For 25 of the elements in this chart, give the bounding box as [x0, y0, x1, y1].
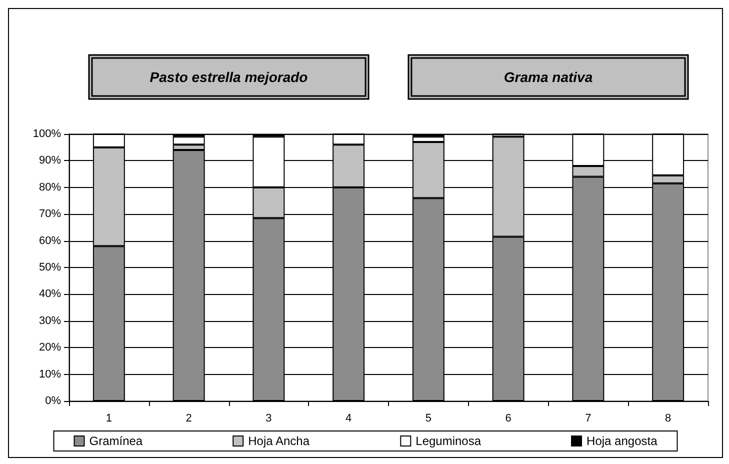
legend-label: Gramínea — [89, 434, 143, 448]
x-tick-label: 4 — [346, 412, 352, 424]
y-tick-label: 60% — [38, 234, 62, 247]
x-tick-label: 5 — [425, 412, 432, 424]
x-tick-label: 8 — [665, 412, 672, 424]
y-tick-label: 100% — [32, 128, 62, 140]
x-tick-label: 1 — [106, 412, 112, 424]
y-tick-label: 70% — [38, 208, 62, 220]
y-tick-label: 20% — [38, 342, 62, 354]
legend-label: Leguminosa — [416, 434, 482, 448]
y-tick-label: 50% — [38, 262, 62, 274]
x-tick-label: 3 — [266, 412, 272, 424]
y-tick-label: 0% — [45, 395, 62, 407]
x-tick-label: 2 — [186, 412, 192, 424]
y-tick-label: 40% — [38, 288, 62, 300]
x-tick-label: 7 — [585, 412, 592, 424]
x-tick-label: 6 — [505, 412, 512, 424]
legend-label: Hoja Ancha — [248, 434, 310, 448]
legend-label: Hoja angosta — [586, 434, 658, 448]
y-tick-label: 30% — [38, 314, 62, 327]
y-tick-label: 10% — [38, 368, 62, 380]
text: Grama nativa — [504, 69, 593, 85]
y-tick-label: 80% — [38, 181, 62, 194]
y-tick-label: 90% — [38, 154, 62, 167]
text: Pasto estrella mejorado — [150, 69, 308, 85]
